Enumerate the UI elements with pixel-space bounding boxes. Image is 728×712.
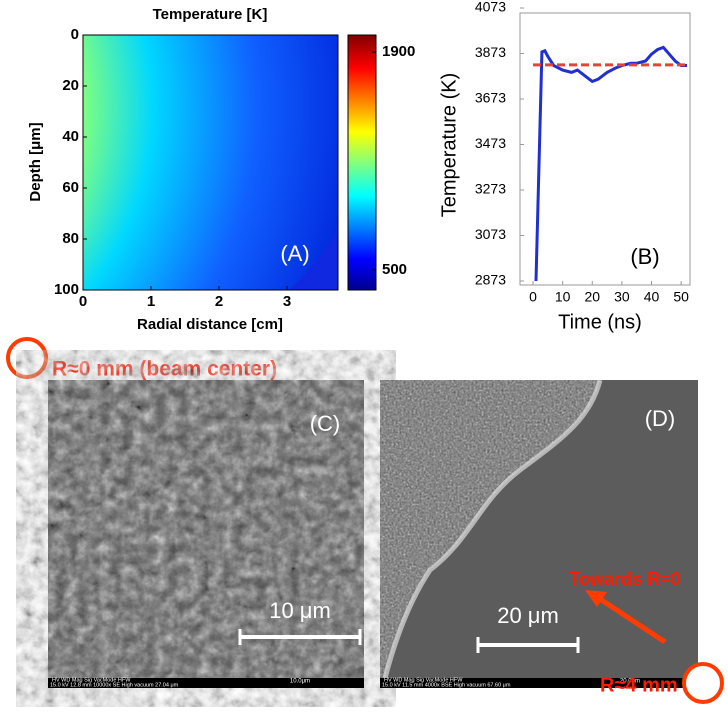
x-axis-label: Time (ns) (558, 311, 642, 333)
x-tick-label: 1 (147, 293, 155, 310)
footer-values: 15.0 kV 12.8 mm 10000x SE High vacuum 27… (50, 682, 179, 688)
plot-frame (82, 34, 339, 291)
x-tick-label: 2 (215, 293, 223, 310)
y-tick-label: 100 (54, 281, 79, 298)
footer-header: HV WD Mag Sig VacMode HFW (52, 677, 131, 683)
x-tick-label: 20 (584, 289, 600, 305)
y-tick-label: 20 (62, 77, 79, 94)
x-axis-label: Radial distance [cm] (137, 316, 283, 333)
footer-values: 15.0 kV 11.5 mm 4000x BSE High vacuum 67… (382, 682, 511, 688)
panel-label: (D) (645, 406, 676, 431)
y-tick-label: 60 (62, 179, 79, 196)
colorbar-tick-label: 1900 (382, 43, 415, 60)
y-axis-label: Temperature (K) (438, 73, 460, 218)
annotation: R≈4 mm (600, 674, 678, 696)
sem-footer (48, 678, 364, 688)
y-tick-label: 3473 (475, 135, 506, 151)
x-tick-label: 30 (614, 289, 630, 305)
footer-header: HV WD Mag Sig VacMode HFW (384, 677, 463, 683)
colorbar-tick-label: 500 (382, 261, 407, 278)
x-tick-label: 50 (673, 289, 689, 305)
sem-footer (380, 678, 698, 688)
arrow-shaft (595, 594, 667, 645)
panel-a: Temperature [K] Radial distance [cm] Dep… (27, 6, 377, 333)
x-tick-label: 40 (644, 289, 660, 305)
panel-label: (B) (630, 244, 659, 269)
colorbar (347, 34, 377, 291)
y-tick-label: 40 (62, 128, 79, 145)
footer-scale: 20.0μm (620, 679, 640, 685)
y-tick-label: 4073 (475, 0, 506, 15)
scale-label: 10 μm (269, 598, 331, 623)
sem-texture (48, 380, 364, 678)
y-tick-label: 2873 (475, 272, 506, 288)
x-tick-label: 10 (555, 289, 571, 305)
y-tick-label: 80 (62, 230, 79, 247)
y-tick-label: 0 (71, 26, 79, 43)
x-tick-label: 3 (283, 293, 291, 310)
heatmap-field (83, 35, 338, 290)
annotation: Towards R=0 (569, 569, 680, 589)
panel-c: (C) 10 μm HV WD Mag Sig VacMode HFW 15.0… (48, 380, 364, 688)
y-tick-label: 3873 (475, 44, 506, 60)
deposit-edge (382, 379, 603, 679)
panel-label: (C) (310, 411, 341, 436)
y-tick-label: 3073 (475, 226, 506, 242)
y-tick-label: 3673 (475, 90, 506, 106)
panel-d: (D) 20 μm HV WD Mag Sig VacMode HFW 15.0… (380, 379, 698, 688)
panel-label: (A) (280, 241, 309, 266)
chart-title: Temperature [K] (153, 6, 268, 23)
y-axis-label: Depth [μm] (27, 122, 44, 201)
x-tick-label: 0 (79, 293, 87, 310)
marker-circle (6, 337, 48, 379)
arrow-head (585, 590, 607, 607)
marker-circle (682, 662, 724, 704)
annotation: R≈0 mm (beam center) (52, 358, 277, 381)
x-tick-label: 0 (529, 289, 537, 305)
y-tick-label: 3273 (475, 181, 506, 197)
footer-scale: 10.0μm (290, 679, 310, 685)
scale-label: 20 μm (497, 603, 559, 628)
